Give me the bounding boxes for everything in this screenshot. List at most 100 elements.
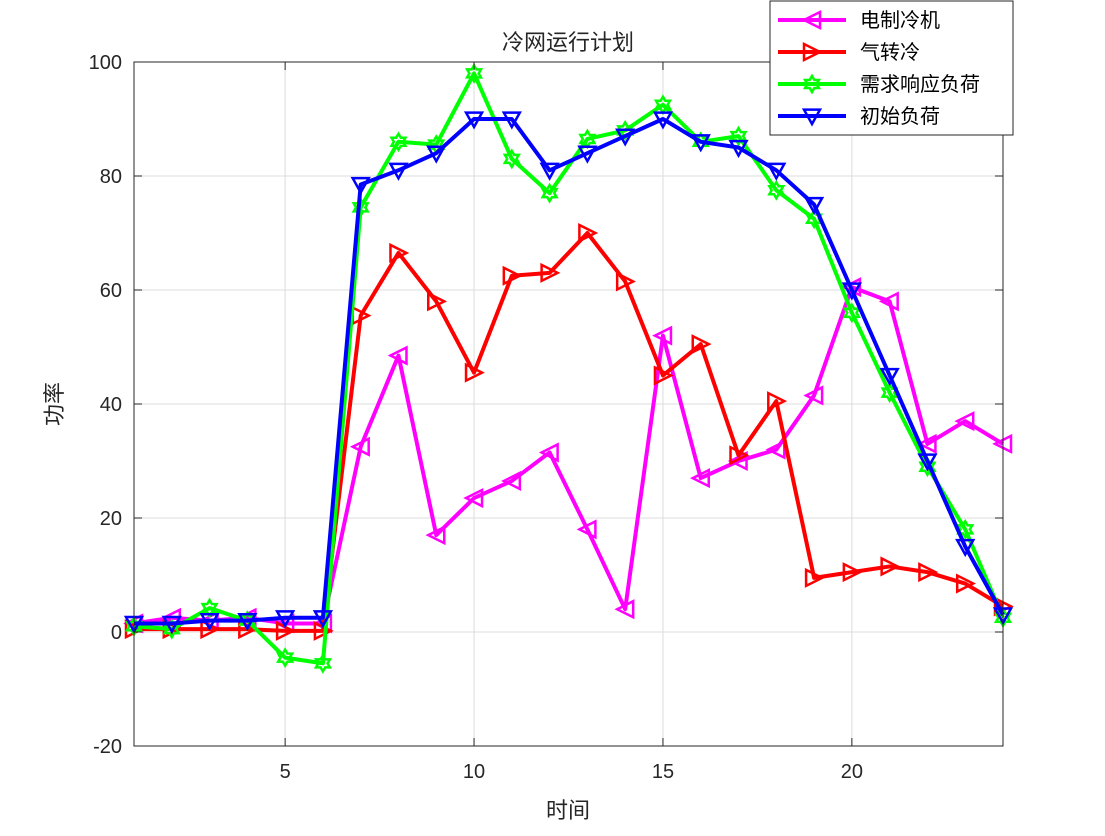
data-point	[540, 262, 561, 283]
data-point	[954, 411, 975, 432]
data-point	[389, 131, 408, 153]
chart-title: 冷网运行计划	[502, 31, 634, 56]
data-point	[878, 291, 899, 312]
data-point	[956, 518, 975, 540]
data-point	[276, 647, 295, 669]
data-point	[238, 619, 259, 640]
data-point	[767, 179, 786, 201]
y-tick-label: 80	[100, 166, 122, 188]
data-point	[653, 365, 674, 386]
legend-item: 气转冷	[778, 40, 920, 64]
data-point	[804, 567, 825, 588]
y-axis-label: 功率	[43, 382, 68, 426]
data-point	[502, 148, 521, 170]
data-point	[578, 222, 599, 244]
data-point	[918, 562, 939, 583]
data-point	[275, 610, 296, 629]
data-point	[463, 488, 484, 509]
y-tick-label: 0	[111, 622, 122, 644]
x-tick-label: 10	[463, 761, 485, 783]
legend-label: 电制冷机	[860, 8, 940, 32]
legend-item: 初始负荷	[778, 104, 940, 128]
data-point	[690, 134, 711, 153]
data-point	[313, 652, 332, 674]
legend-label: 气转冷	[860, 40, 920, 64]
data-point	[615, 271, 636, 292]
data-point	[691, 334, 712, 355]
legend-item: 电制冷机	[778, 8, 940, 32]
data-point	[200, 619, 221, 640]
data-point	[388, 162, 409, 181]
y-tick-label: 20	[100, 508, 122, 530]
legend-marker	[801, 108, 823, 127]
data-point	[916, 433, 937, 454]
y-tick-label: 60	[100, 280, 122, 302]
data-point	[427, 291, 448, 312]
x-tick-label: 20	[841, 761, 863, 783]
data-point	[616, 119, 635, 141]
data-point	[349, 436, 370, 457]
data-point	[766, 162, 787, 181]
data-point	[652, 111, 674, 130]
data-point	[350, 176, 371, 196]
data-point	[842, 562, 863, 583]
data-point	[917, 453, 938, 472]
data-point	[501, 470, 522, 491]
data-point	[387, 345, 408, 366]
data-point	[199, 612, 220, 632]
legend-marker	[802, 73, 822, 95]
data-point	[689, 468, 710, 489]
data-point	[615, 128, 636, 147]
data-point	[767, 391, 788, 412]
x-axis-label: 时间	[546, 799, 590, 824]
data-point	[955, 573, 977, 594]
data-point	[464, 362, 485, 383]
data-point	[312, 610, 334, 629]
data-point	[538, 442, 559, 463]
y-tick-label: -20	[93, 736, 122, 758]
data-point	[161, 615, 182, 635]
y-tick-label: 40	[100, 394, 122, 416]
data-point	[464, 62, 484, 84]
legend-item: 需求响应负荷	[778, 72, 980, 96]
data-point	[614, 599, 635, 620]
data-point	[237, 612, 258, 632]
data-point	[502, 265, 523, 286]
data-point	[879, 367, 900, 387]
legend-marker	[802, 41, 823, 63]
series-line	[134, 117, 1005, 626]
data-point	[765, 439, 786, 460]
data-point	[805, 208, 824, 230]
data-point	[426, 145, 447, 164]
data-point	[652, 325, 673, 346]
data-point	[918, 456, 937, 478]
data-point	[200, 597, 219, 619]
series-4	[123, 111, 1014, 635]
data-point	[729, 125, 748, 147]
data-point	[463, 111, 485, 130]
data-point	[539, 162, 560, 181]
x-tick-label: 15	[652, 761, 674, 783]
legend-label: 初始负荷	[860, 104, 940, 128]
data-point	[540, 182, 559, 204]
legend-label: 需求响应负荷	[860, 72, 980, 96]
data-point	[803, 385, 824, 406]
data-point	[501, 111, 522, 130]
data-point	[389, 242, 410, 263]
legend-marker	[801, 9, 822, 31]
data-point	[728, 139, 749, 159]
x-tick-label: 5	[280, 761, 291, 783]
data-point	[577, 145, 598, 164]
data-point	[955, 538, 976, 558]
data-point	[576, 519, 597, 540]
data-point	[425, 525, 446, 546]
data-point	[803, 196, 825, 216]
data-point	[351, 196, 370, 218]
series-line	[133, 71, 1005, 666]
data-point	[729, 445, 750, 466]
ticks: 5 10 15 20 -20 0 20 40 60 80 100	[89, 52, 1003, 783]
data-point	[841, 282, 862, 301]
y-tick-label: 100	[89, 52, 122, 74]
